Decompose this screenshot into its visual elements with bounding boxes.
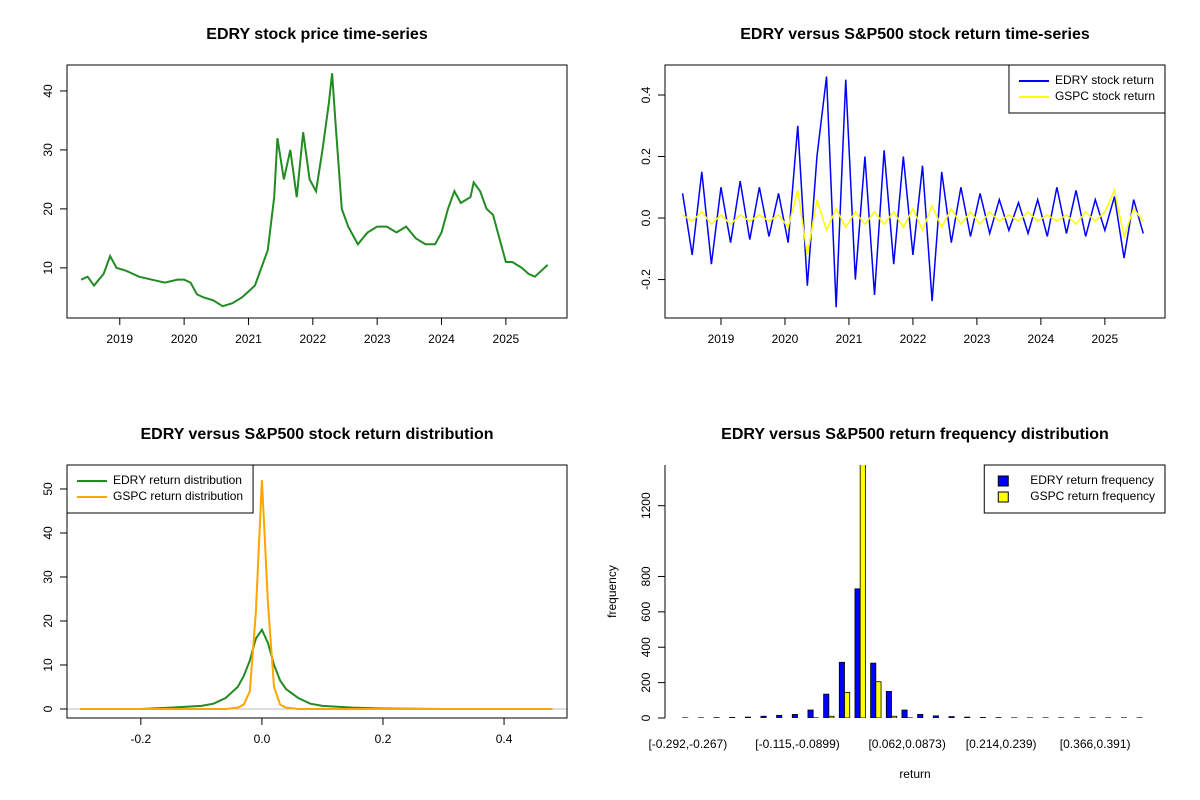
chart-title: EDRY stock price time-series (206, 26, 428, 43)
bar (776, 714, 783, 718)
x-tick-label: [-0.292,-0.267) (648, 737, 727, 751)
x-tick-label: 2021 (836, 332, 863, 346)
x-axis-label: return (899, 767, 930, 781)
panel: EDRY versus S&P500 return frequency dist… (605, 426, 1166, 781)
y-tick-label: 40 (41, 84, 55, 98)
y-tick-label: 0.4 (639, 86, 653, 103)
series-line (681, 76, 1144, 308)
y-tick-label: 30 (41, 143, 55, 157)
y-tick-label: 200 (639, 672, 653, 692)
bar (979, 717, 986, 718)
x-tick-label: -0.2 (131, 732, 152, 746)
series-line (80, 627, 553, 710)
plot-frame (66, 64, 568, 319)
bar (760, 715, 767, 718)
series-line (80, 73, 549, 308)
x-tick-label: 2023 (964, 332, 991, 346)
series-line (80, 480, 553, 710)
y-tick-label: 400 (639, 637, 653, 657)
x-tick-label: [-0.115,-0.0899) (755, 737, 840, 751)
chart-title: EDRY versus S&P500 stock return distribu… (141, 426, 494, 443)
y-tick-label: 30 (41, 570, 55, 584)
legend-box (983, 464, 1166, 514)
y-tick-label: 10 (41, 658, 55, 672)
y-axis-label: frequency (605, 565, 619, 618)
legend-swatch (997, 491, 1009, 503)
chart-title: EDRY versus S&P500 stock return time-ser… (740, 26, 1090, 43)
legend: EDRY stock return GSPC stock return (1008, 64, 1166, 114)
bar (964, 716, 971, 718)
bar (948, 716, 955, 718)
bar (885, 691, 892, 718)
bar (917, 714, 924, 718)
y-tick-label: 800 (639, 566, 653, 586)
legend-label: GSPC return distribution (113, 489, 243, 503)
y-tick-label: 20 (41, 614, 55, 628)
y-tick-label: 50 (41, 482, 55, 496)
y-tick-label: 20 (41, 202, 55, 216)
x-tick-label: 2025 (1092, 332, 1119, 346)
y-tick-label: 600 (639, 602, 653, 622)
legend-swatch (997, 475, 1009, 487)
bar (729, 717, 736, 718)
bar (828, 715, 835, 718)
x-tick-label: 2024 (428, 332, 455, 346)
y-tick-label: 40 (41, 526, 55, 540)
panel: EDRY versus S&P500 stock return distribu… (41, 426, 568, 746)
x-tick-label: 2019 (708, 332, 735, 346)
legend-label: EDRY return distribution (113, 473, 242, 487)
y-tick-label: -0.2 (639, 269, 653, 290)
legend: EDRY return frequency GSPC return frequen… (983, 464, 1166, 514)
bar (875, 681, 882, 718)
bar (854, 588, 861, 718)
y-tick-label: 0.0 (639, 209, 653, 226)
bar (744, 716, 751, 718)
bar (870, 662, 877, 718)
x-tick-label: 0.0 (254, 732, 271, 746)
chart-title: EDRY versus S&P500 return frequency dist… (721, 426, 1109, 443)
x-tick-label: [0.366,0.391) (1060, 737, 1131, 751)
legend-label: EDRY stock return (1055, 73, 1154, 87)
x-tick-label: 2019 (106, 332, 133, 346)
x-tick-label: 2020 (171, 332, 198, 346)
bar (791, 714, 798, 718)
x-tick-label: 2024 (1028, 332, 1055, 346)
legend-label: GSPC return frequency (1030, 489, 1155, 503)
bar (859, 465, 866, 718)
bar (891, 715, 898, 718)
x-tick-label: 2025 (493, 332, 520, 346)
y-tick-label: 0 (639, 714, 653, 721)
bar (838, 661, 845, 718)
x-tick-label: 2022 (299, 332, 326, 346)
y-tick-label: 0 (41, 705, 55, 712)
y-tick-label: 10 (41, 261, 55, 275)
legend-box (66, 464, 254, 514)
x-tick-label: [0.062,0.0873) (868, 737, 945, 751)
bar (932, 715, 939, 718)
x-tick-label: [0.214,0.239) (966, 737, 1037, 751)
x-tick-label: 0.2 (375, 732, 392, 746)
legend: EDRY return distribution GSPC return dist… (66, 464, 254, 514)
bar (823, 693, 830, 718)
x-tick-label: 2021 (235, 332, 262, 346)
plot-frame (66, 464, 568, 719)
legend-label: EDRY return frequency (1030, 473, 1154, 487)
x-tick-label: 2022 (900, 332, 927, 346)
x-tick-label: 2020 (772, 332, 799, 346)
y-tick-label: 0.2 (639, 148, 653, 165)
legend-label: GSPC stock return (1055, 89, 1155, 103)
y-tick-label: 1200 (639, 492, 653, 519)
plot-frame (664, 64, 1166, 319)
bar (807, 709, 814, 718)
series-line (682, 187, 1144, 256)
x-tick-label: 0.4 (496, 732, 513, 746)
x-tick-label: 2023 (364, 332, 391, 346)
bar (901, 709, 908, 718)
bar (844, 691, 851, 718)
panel: EDRY versus S&P500 stock return time-ser… (639, 26, 1166, 346)
panel: EDRY stock price time-series 10 20 30 40 2019… (41, 26, 568, 346)
legend-box (1008, 64, 1166, 114)
